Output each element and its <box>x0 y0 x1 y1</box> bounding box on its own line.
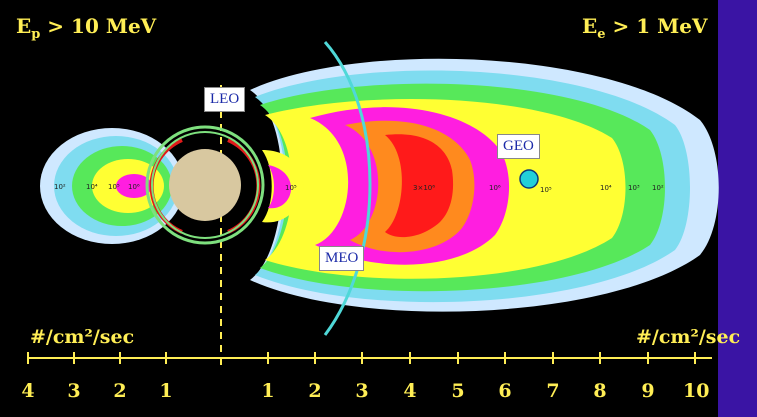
electron-energy-title: Ee > 1 MeV <box>582 14 708 42</box>
electron-inner-magenta <box>268 165 292 209</box>
proton-belt <box>40 128 184 244</box>
proton-flux-4: 10⁶ <box>128 183 140 191</box>
tick-right-8: 8 <box>593 380 607 402</box>
proton-flux-1: 10² <box>54 183 66 191</box>
meo-label: MEO <box>319 246 365 271</box>
proton-flux-unit: #/cm²/sec <box>30 326 135 348</box>
tick-right-10: 10 <box>683 380 710 402</box>
electron-flux-6: 10² <box>652 184 664 192</box>
tick-left-4: 4 <box>21 380 35 402</box>
leo-orbit-ring-outer <box>145 125 265 245</box>
side-band <box>718 0 757 417</box>
axis-tick-marks <box>27 352 696 364</box>
electron-flux-5: 10³ <box>628 184 640 192</box>
electron-flux-1: 3×10⁶ <box>413 184 435 192</box>
electron-flux-unit: #/cm²/sec <box>636 326 741 348</box>
electron-contour-red <box>385 134 454 238</box>
proton-flux-3: 10⁵ <box>108 183 120 191</box>
electron-flux-3: 10⁵ <box>540 186 552 194</box>
tick-right-6: 6 <box>498 380 512 402</box>
geo-label: GEO <box>497 134 540 159</box>
electron-inner-flux: 10⁵ <box>285 184 297 192</box>
tick-right-2: 2 <box>308 380 322 402</box>
tick-left-1: 1 <box>159 380 173 402</box>
geo-satellite-icon <box>519 169 539 189</box>
tick-right-3: 3 <box>355 380 369 402</box>
earth-icon <box>169 149 241 221</box>
tick-right-7: 7 <box>546 380 560 402</box>
meo-orbit-arc <box>323 41 372 336</box>
tick-right-1: 1 <box>261 380 275 402</box>
tick-left-3: 3 <box>67 380 81 402</box>
tick-right-4: 4 <box>403 380 417 402</box>
tick-right-5: 5 <box>451 380 465 402</box>
tick-left-2: 2 <box>113 380 127 402</box>
leo-label: LEO <box>204 87 246 112</box>
leo-orbit-ring-inner <box>151 131 259 239</box>
electron-flux-4: 10⁴ <box>600 184 612 192</box>
electron-belt <box>250 58 719 312</box>
electron-flux-2: 10⁶ <box>489 184 501 192</box>
proton-contour-magenta <box>116 174 152 198</box>
tick-right-9: 9 <box>641 380 655 402</box>
proton-energy-title: Ep > 10 MeV <box>16 14 157 42</box>
proton-flux-2: 10⁴ <box>86 183 98 191</box>
